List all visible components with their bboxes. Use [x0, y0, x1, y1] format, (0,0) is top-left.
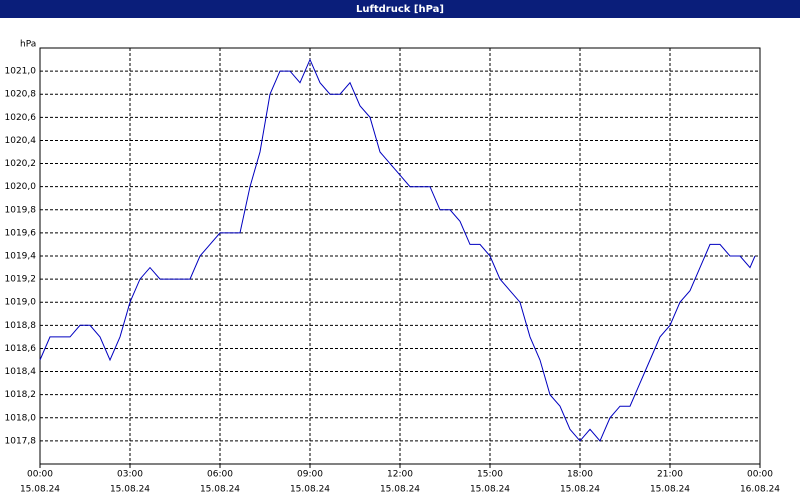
y-tick-label: 1019,0	[5, 298, 37, 308]
y-tick-label: 1018,6	[5, 344, 37, 354]
x-tick-label: 15.08.24	[290, 485, 330, 495]
plot-frame	[39, 47, 761, 465]
x-tick-label: 15.08.24	[110, 485, 150, 495]
x-tick-label: 15.08.24	[560, 485, 600, 495]
y-axis-label: hPa	[20, 40, 36, 50]
y-tick-label: 1019,2	[5, 275, 37, 285]
x-tick-label: 16.08.24	[740, 485, 780, 495]
y-tick-label: 1020,8	[5, 90, 37, 100]
x-tick-label: 15.08.24	[20, 485, 60, 495]
y-tick-label: 1019,8	[5, 205, 37, 215]
y-tick-label: 1018,0	[5, 413, 37, 423]
x-tick-label: 06:00	[207, 470, 233, 480]
y-tick-label: 1018,2	[5, 390, 37, 400]
x-tick-label: 15.08.24	[470, 485, 510, 495]
y-tick-label: 1020,2	[5, 159, 37, 169]
x-tick-label: 18:00	[567, 470, 593, 480]
y-tick-label: 1020,4	[5, 136, 37, 146]
x-tick-label: 12:00	[387, 470, 413, 480]
line	[39, 58, 756, 442]
y-tick-label: 1019,4	[5, 252, 37, 262]
x-tick-label: 09:00	[297, 470, 323, 480]
y-tick-label: 1021,0	[5, 67, 37, 77]
x-tick-label: 03:00	[117, 470, 143, 480]
y-tick-label: 1017,8	[5, 436, 37, 446]
x-tick-label: 15.08.24	[650, 485, 690, 495]
x-tick-label: 15:00	[477, 470, 503, 480]
x-tick-label: 15.08.24	[200, 485, 240, 495]
y-tick-label: 1018,8	[5, 321, 37, 331]
x-tick-label: 21:00	[657, 470, 683, 480]
y-tick-label: 1018,4	[5, 367, 37, 377]
x-tick-label: 15.08.24	[380, 485, 420, 495]
chart-title: Luftdruck [hPa]	[356, 4, 444, 15]
x-tick-label: 00:00	[27, 470, 53, 480]
y-tick-label: 1019,6	[5, 228, 37, 238]
title-bar	[0, 0, 800, 18]
y-tick-label: 1020,6	[5, 113, 37, 123]
x-tick-label: 00:00	[747, 470, 773, 480]
y-tick-label: 1020,0	[5, 182, 37, 192]
